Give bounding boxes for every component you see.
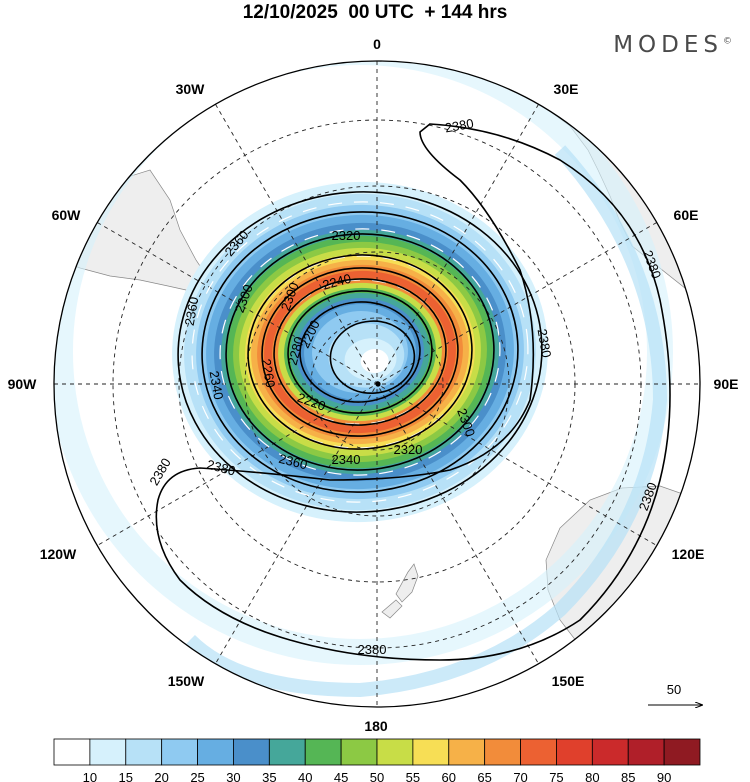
contour-2340	[201, 211, 519, 493]
colorbar-swatch-15	[591, 738, 629, 766]
lon-label-120e: 120E	[672, 546, 705, 562]
vectors-ring-2	[219, 228, 501, 476]
colorbar-swatch-4	[197, 738, 234, 766]
new-zealand-land	[395, 563, 419, 603]
colorbar-label-80: 80	[585, 770, 599, 782]
colorbar-label-75: 75	[549, 770, 563, 782]
new-zealand-south-land	[381, 599, 403, 619]
contour-2200	[329, 320, 416, 394]
lon-label-0: 0	[373, 36, 381, 52]
contour-2260	[273, 278, 447, 426]
contour-2220	[299, 301, 421, 403]
colorbar-label-90: 90	[657, 770, 671, 782]
map-title: 12/10/2025 00 UTC + 144 hrs	[242, 2, 508, 23]
colorbar-swatch-11	[448, 738, 486, 766]
lon-label-120w: 120W	[40, 546, 77, 562]
lon-label-150e: 150E	[552, 673, 585, 689]
contour-label-2240: 2240	[321, 271, 353, 293]
reference-vector: 50	[648, 682, 702, 705]
copyright-mark: ©	[723, 36, 732, 47]
colorbar-label-30: 30	[226, 770, 240, 782]
colorbar-label-35: 35	[262, 770, 276, 782]
colorbar-label-45: 45	[334, 770, 348, 782]
lon-label-30e: 30E	[554, 81, 579, 97]
colorbar: 10 15 20 25 30 35 40 45 50 55 60 65 70 75 80 85 90	[53, 738, 701, 782]
colorbar-label-50: 50	[370, 770, 384, 782]
reference-vector-label: 50	[667, 682, 681, 697]
lon-label-30w: 30W	[176, 81, 206, 97]
colorbar-label-55: 55	[406, 770, 420, 782]
colorbar-swatch-7	[304, 738, 342, 766]
lat-circle-70	[244, 251, 510, 517]
contour-2320	[225, 233, 495, 471]
colorbar-swatch-16	[627, 738, 665, 766]
colorbar-label-15: 15	[119, 770, 133, 782]
colorbar-label-20: 20	[154, 770, 168, 782]
longitude-labels: 0 30E 60E 90E 120E 150E 180 150W 120W 90…	[8, 36, 739, 734]
contour-2380	[155, 123, 671, 661]
contour-label-2380-e: 2380	[358, 642, 387, 657]
contour-label-2360-b: 2360	[182, 296, 202, 327]
colorbar-swatch-13	[520, 738, 557, 766]
contour-label-2280: 2280	[285, 335, 307, 367]
contour-label-2260: 2260	[259, 358, 279, 389]
height-contours	[155, 123, 671, 661]
modes-logo: MODES©	[613, 32, 732, 58]
colorbar-swatch-14	[556, 738, 593, 766]
contour-label-2380-g: 2380	[205, 457, 237, 479]
contour-label-2320-b: 2320	[394, 442, 423, 457]
colorbar-swatch-1	[89, 738, 127, 766]
colorbar-swatch-17	[663, 738, 701, 766]
vectors-ring-outer	[191, 201, 529, 503]
colorbar-swatch-5	[233, 738, 270, 766]
contour-label-2340-b: 2340	[332, 452, 361, 467]
shade-inner-10	[360, 348, 389, 374]
colorbar-swatch-8	[340, 738, 378, 766]
lon-label-60w: 60W	[52, 207, 82, 223]
colorbar-swatch-6	[268, 738, 306, 766]
contour-label-2320-a: 2320	[332, 228, 361, 243]
south-pole-marker	[375, 381, 381, 387]
lon-label-60e: 60E	[674, 207, 699, 223]
contour-label-2360-c: 2360	[277, 451, 309, 473]
lon-label-90w: 90W	[8, 376, 38, 392]
colorbar-label-40: 40	[298, 770, 312, 782]
colorbar-label-10: 10	[83, 770, 97, 782]
colorbar-label-85: 85	[621, 770, 635, 782]
lon-label-150w: 150W	[168, 673, 205, 689]
colorbar-label-70: 70	[513, 770, 527, 782]
brand-name: MODES	[613, 32, 723, 58]
lon-label-90e: 90E	[714, 376, 739, 392]
colorbar-swatch-9	[376, 738, 414, 766]
colorbar-swatch-10	[412, 738, 450, 766]
colorbar-swatch-12	[484, 738, 521, 766]
contour-label-2340-a: 2340	[207, 370, 227, 401]
colorbar-label-60: 60	[442, 770, 456, 782]
contour-2280	[261, 267, 459, 437]
colorbar-label-25: 25	[190, 770, 204, 782]
lat-circle-80	[310, 317, 444, 451]
shade-secondary-jet	[185, 145, 668, 698]
colorbar-label-65: 65	[477, 770, 491, 782]
contour-2300	[247, 254, 473, 450]
contour-label-2380-c: 2380	[535, 328, 555, 359]
colorbar-swatch-3	[161, 738, 198, 766]
colorbar-swatch-0	[53, 738, 91, 766]
colorbar-swatch-2	[125, 738, 163, 766]
lon-label-180: 180	[364, 718, 388, 734]
contour-2240	[287, 290, 433, 414]
map-boundary	[53, 60, 701, 708]
contour-label-2380-a: 2380	[444, 116, 475, 136]
